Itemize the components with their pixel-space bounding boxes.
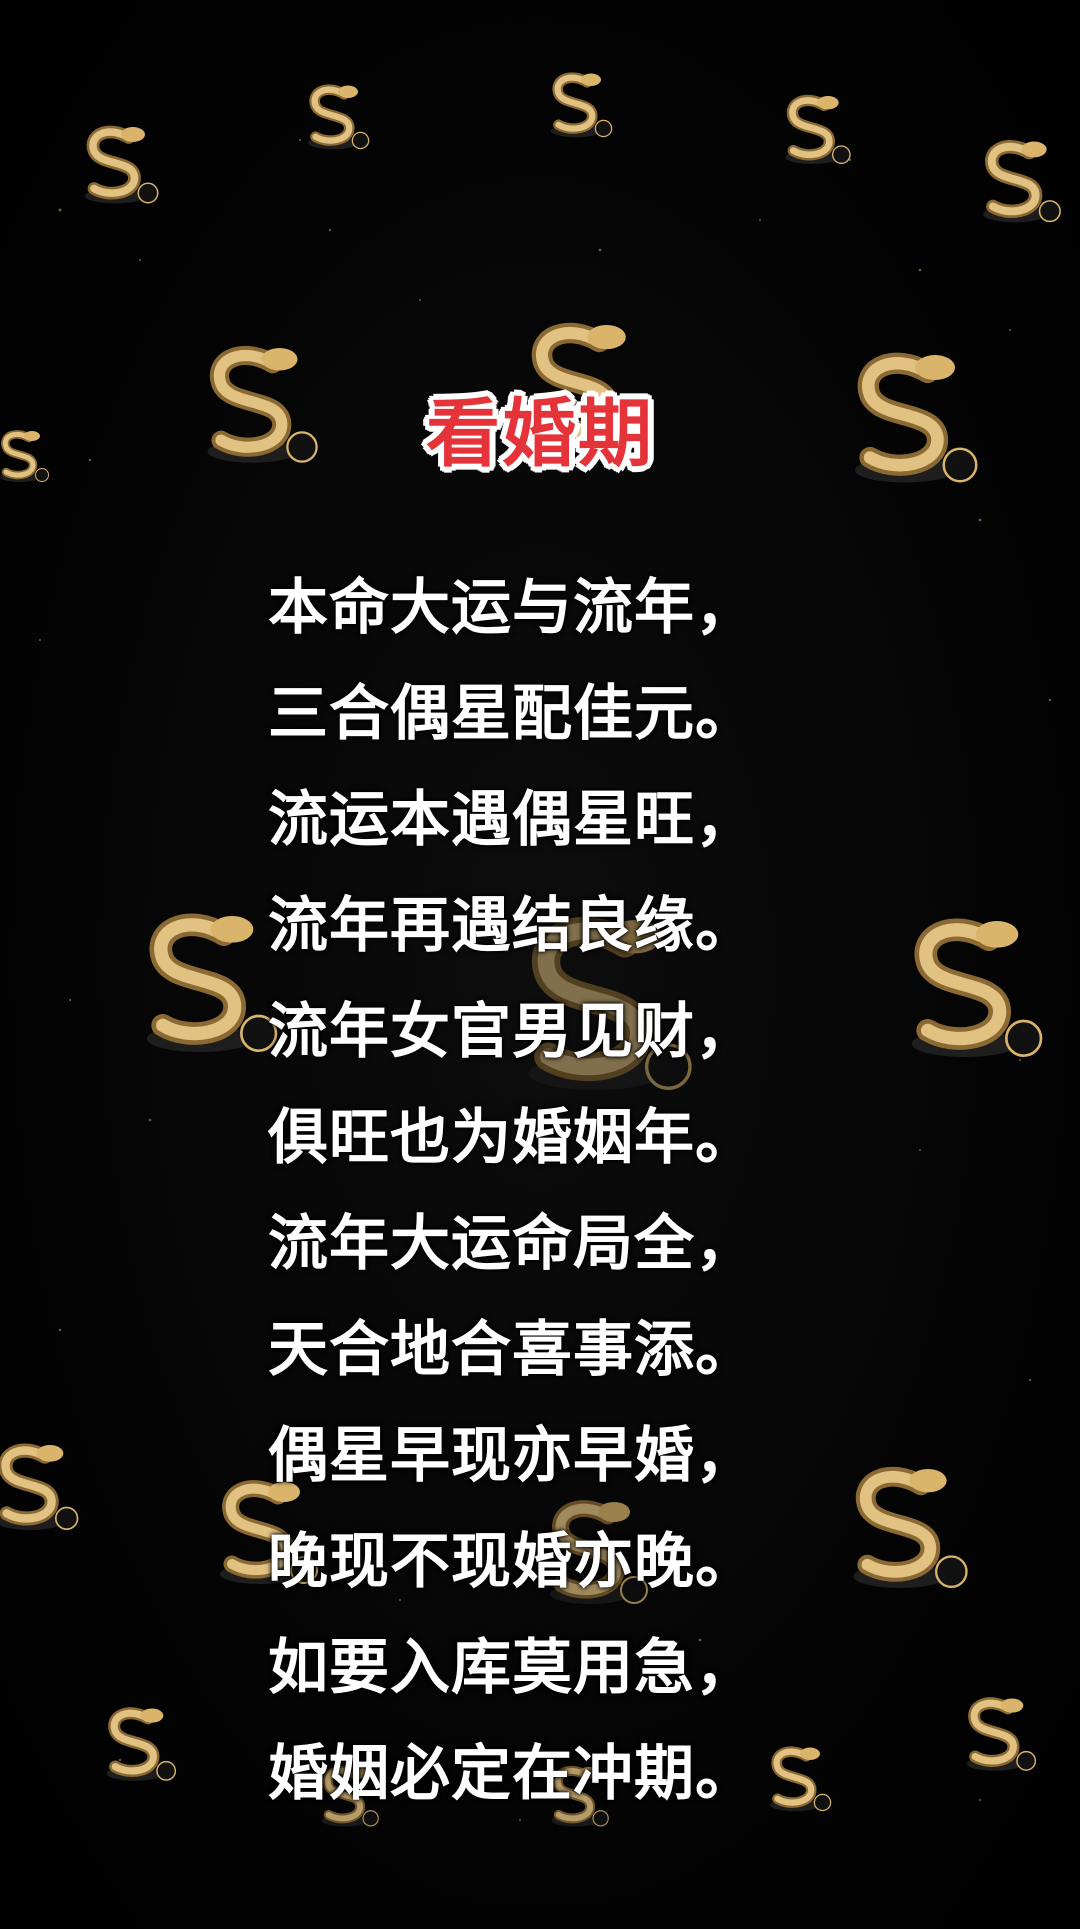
poem-line: 流年再遇结良缘。 (268, 891, 756, 961)
golden-dragon-icon (960, 132, 1070, 227)
golden-dragon-icon (278, 78, 388, 153)
poem-line: 天合地合喜事添。 (268, 1315, 756, 1385)
poem-line: 流年大运命局全， (268, 1209, 756, 1279)
poem-line: 偶星早现亦早婚， (268, 1421, 756, 1491)
golden-dragon-icon (830, 1455, 970, 1595)
poem-line: 流运本遇偶星旺， (268, 785, 756, 855)
poem-line: 如要入库莫用急， (268, 1633, 756, 1703)
golden-dragon-icon (752, 88, 872, 168)
golden-dragon-icon (0, 1410, 80, 1560)
golden-dragon-icon (120, 870, 280, 1090)
poem-line: 俱旺也为婚姻年。 (268, 1103, 756, 1173)
page-title: 看婚期 (426, 391, 654, 477)
golden-dragon-icon (65, 118, 165, 208)
poem: 本命大运与流年， 三合偶星配佳元。 流运本遇偶星旺， 流年再遇结良缘。 流年女官… (268, 555, 828, 1827)
golden-dragon-icon (945, 1690, 1045, 1775)
golden-dragon-icon (885, 880, 1045, 1090)
poem-line: 晚现不现婚亦晚。 (268, 1527, 756, 1597)
golden-dragon-icon (80, 1700, 190, 1785)
poem-line: 三合偶星配佳元。 (268, 679, 756, 749)
poem-line: 婚姻必定在冲期。 (268, 1739, 756, 1809)
golden-dragon-icon (516, 66, 636, 141)
poem-line: 本命大运与流年， (268, 573, 756, 643)
poem-line: 流年女官男见财， (268, 997, 756, 1067)
